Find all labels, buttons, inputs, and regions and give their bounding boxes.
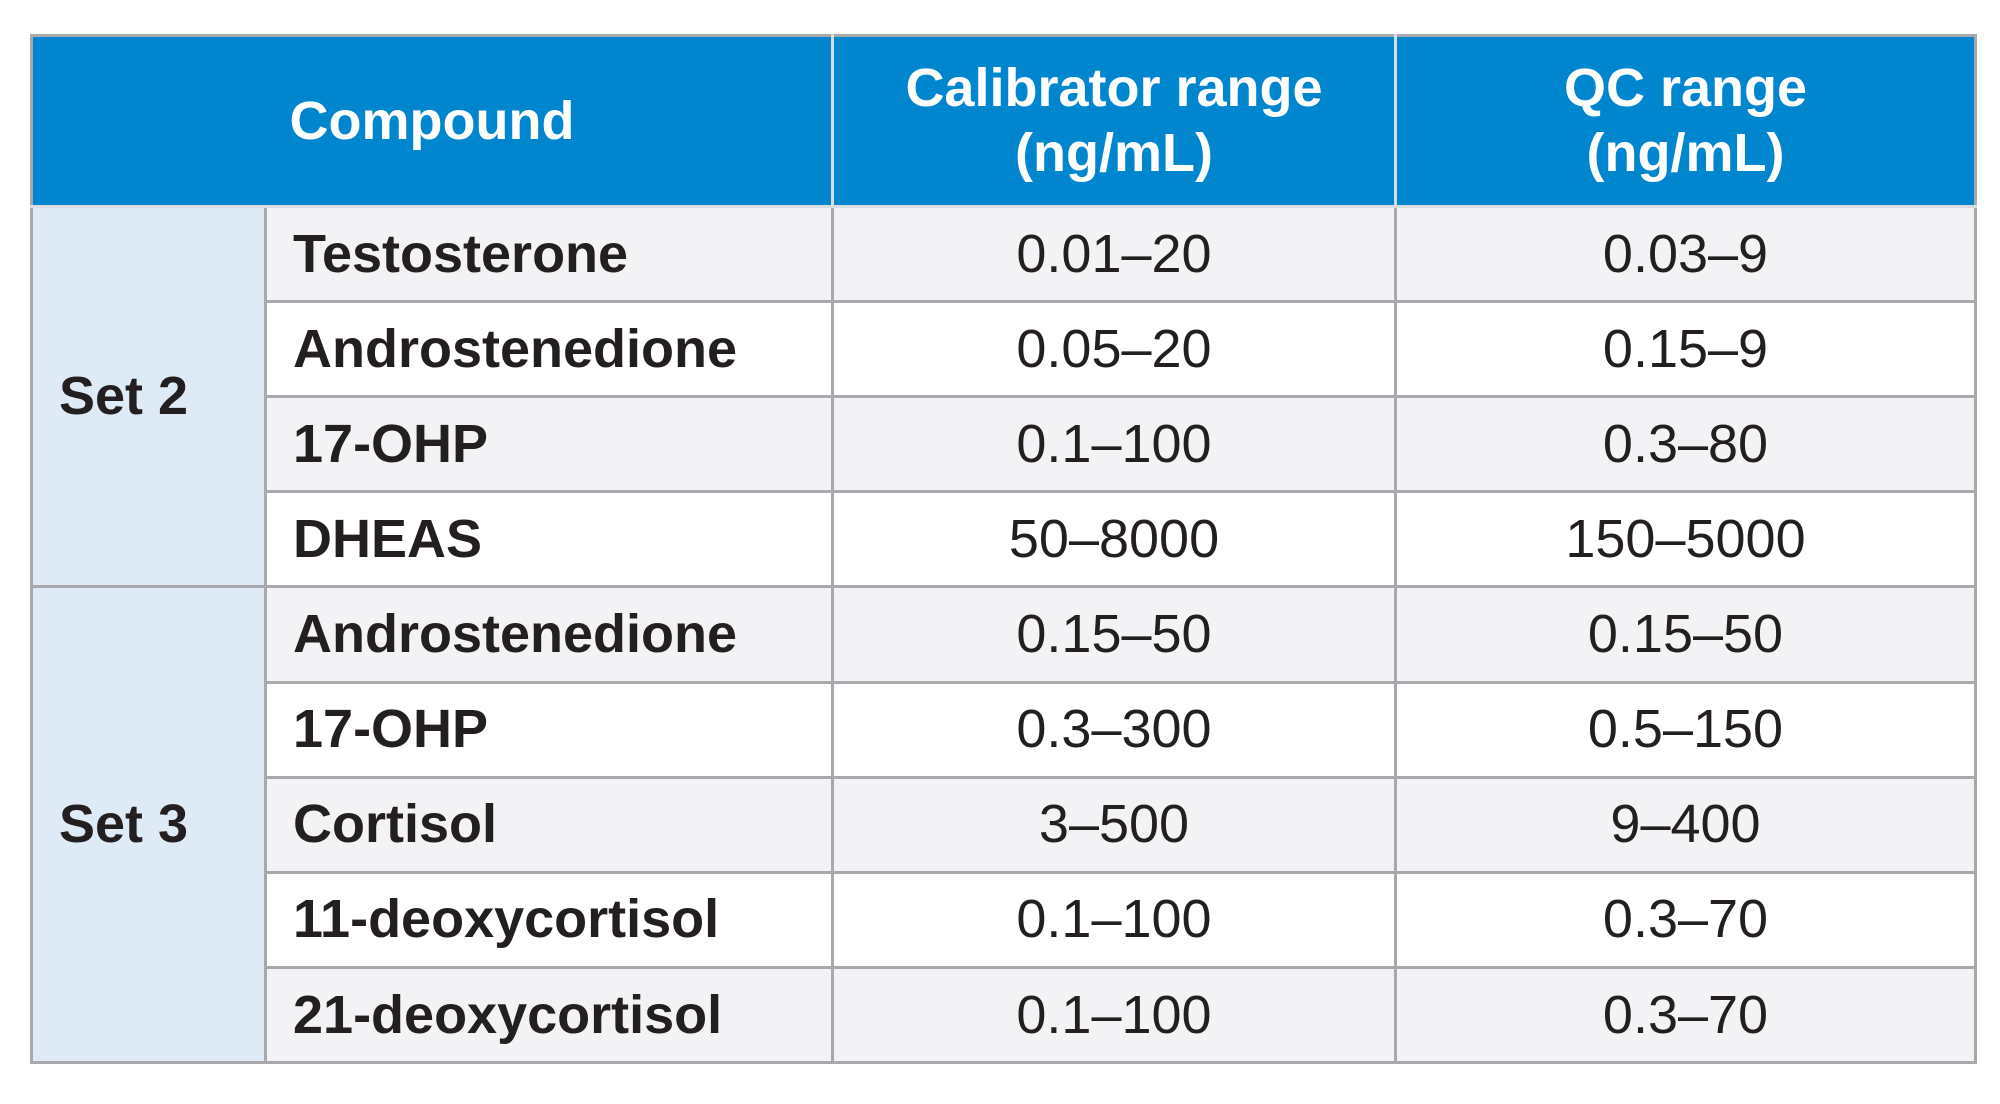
calibrator-range-value: 0.1–100 (831, 870, 1397, 969)
calibrator-range-value: 0.15–50 (831, 585, 1397, 684)
qc-range-value: 0.03–9 (1394, 204, 1977, 304)
compound-name: DHEAS (264, 490, 834, 589)
set-label-set-3: Set 3 (30, 585, 267, 1064)
qc-range-value: 0.15–50 (1394, 585, 1977, 684)
compound-name: 21-deoxycortisol (264, 965, 834, 1065)
calibrator-range-value: 3–500 (831, 775, 1397, 874)
compound-name: Cortisol (264, 775, 834, 874)
qc-range-value: 9–400 (1394, 775, 1977, 874)
header-calibrator-range: Calibrator range (ng/mL) (831, 34, 1397, 208)
set-label-set-2: Set 2 (30, 204, 267, 589)
qc-range-value: 0.15–9 (1394, 300, 1977, 399)
table-header: Compound Calibrator range (ng/mL) QC ran… (30, 34, 1977, 208)
calibrator-range-value: 0.05–20 (831, 300, 1397, 399)
compound-name: Testosterone (264, 204, 834, 304)
table-row: Set 2 Testosterone 0.01–20 0.03–9 (30, 204, 1977, 589)
header-qc-line1: QC range (1563, 58, 1808, 119)
table-row: 11-deoxycortisol 0.1–100 0.3–70 (32, 870, 1977, 969)
header-row: Compound Calibrator range (ng/mL) QC ran… (30, 34, 1977, 208)
calibrator-range-value: 0.3–300 (831, 680, 1397, 779)
compound-name: Androstenedione (264, 585, 834, 684)
calibration-range-table-container: Compound Calibrator range (ng/mL) QC ran… (30, 34, 1977, 1065)
header-qc-range: QC range (ng/mL) (1394, 34, 1977, 208)
calibrator-range-value: 0.01–20 (831, 204, 1397, 304)
table-row: DHEAS 50–8000 150–5000 (32, 490, 1977, 589)
qc-range-value: 0.3–70 (1394, 870, 1977, 969)
compound-name: 11-deoxycortisol (264, 870, 834, 969)
qc-range-value: 150–5000 (1394, 490, 1977, 589)
compound-name: Androstenedione (264, 300, 834, 399)
calibrator-range-value: 0.1–100 (831, 965, 1397, 1065)
table-row: Cortisol 3–500 9–400 (32, 775, 1977, 874)
qc-range-value: 0.3–70 (1394, 965, 1977, 1065)
compound-name: 17-OHP (264, 395, 834, 494)
header-calibrator-line1: Calibrator range (905, 58, 1323, 119)
header-compound: Compound (30, 34, 834, 208)
calibrator-range-value: 0.1–100 (831, 395, 1397, 494)
calibration-range-table: Compound Calibrator range (ng/mL) QC ran… (30, 34, 1977, 1065)
table-body: Set 2 Testosterone 0.01–20 0.03–9 Andros… (30, 204, 1977, 1065)
header-qc-line2: (ng/mL) (1586, 123, 1785, 183)
table-row: 17-OHP 0.1–100 0.3–80 (32, 395, 1977, 494)
table-row: Androstenedione 0.05–20 0.15–9 (32, 300, 1977, 399)
qc-range-value: 0.5–150 (1394, 680, 1977, 779)
header-calibrator-line2: (ng/mL) (1015, 123, 1213, 183)
table-row: 17-OHP 0.3–300 0.5–150 (32, 680, 1977, 779)
calibrator-range-value: 50–8000 (831, 490, 1397, 589)
compound-name: 17-OHP (264, 680, 834, 779)
table-row: 21-deoxycortisol 0.1–100 0.3–70 (32, 965, 1977, 1065)
qc-range-value: 0.3–80 (1394, 395, 1977, 494)
table-row: Set 3 Androstenedione 0.15–50 0.15–50 (30, 585, 1977, 1064)
